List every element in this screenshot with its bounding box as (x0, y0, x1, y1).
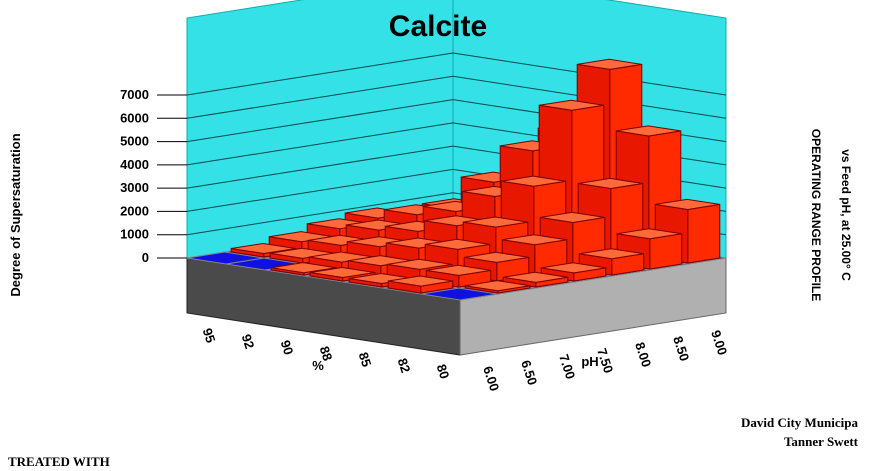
x-tick-label: 7.00 (556, 352, 578, 381)
bar-7.50-80 (540, 262, 607, 282)
chart-title: Calcite (389, 10, 487, 43)
z-tick-label: 0 (142, 250, 149, 265)
x-tick-label: 8.50 (670, 334, 692, 363)
x-tick-label: 8.00 (632, 340, 654, 369)
chart-bars (230, 58, 721, 294)
z-axis: 7000 6000 5000 4000 3000 2000 1000 0 (120, 87, 187, 265)
y-tick-label: 95 (200, 326, 219, 344)
z-tick-label: 3000 (120, 180, 149, 195)
x-tick-label: 6.50 (518, 358, 540, 387)
z-axis-title: Degree of Supersaturation (8, 133, 23, 296)
z-tick-label: 6000 (120, 110, 149, 125)
side-title-line1: OPERATING RANGE PROFILE (809, 129, 823, 301)
y-tick-label: 80 (434, 362, 453, 380)
bar-6.00-82 (387, 275, 454, 294)
y-tick-label: 88 (317, 344, 336, 362)
y-axis-ticks: 80 82 85 88 90 92 95 (200, 326, 453, 380)
y-tick-label: 90 (278, 338, 297, 356)
side-title-line2: vs Feed pH, at 25.00° C (839, 149, 853, 281)
z-tick-label: 1000 (120, 227, 149, 242)
x-tick-label: 9.00 (708, 328, 730, 357)
y-tick-label: 85 (356, 350, 375, 368)
x-axis-ticks: 6.00 6.50 7.00 7.50 8.00 8.50 9.00 (480, 328, 730, 393)
y-tick-label: 92 (239, 332, 258, 350)
z-tick-label: 2000 (120, 203, 149, 218)
y-tick-label: 82 (395, 356, 414, 374)
author-name: Tanner Swett (784, 434, 859, 449)
x-tick-label: 7.50 (594, 346, 616, 375)
company-name: David City Municipa (741, 415, 859, 430)
x-axis-title: pH (581, 354, 598, 369)
x-tick-label: 6.00 (480, 364, 502, 393)
y-axis-title: % (312, 358, 324, 373)
z-tick-label: 4000 (120, 157, 149, 172)
treated-with-label: TREATED WITH (8, 454, 110, 469)
z-tick-label: 7000 (120, 87, 149, 102)
z-tick-label: 5000 (120, 134, 149, 149)
bar-6.50-80 (464, 280, 531, 294)
